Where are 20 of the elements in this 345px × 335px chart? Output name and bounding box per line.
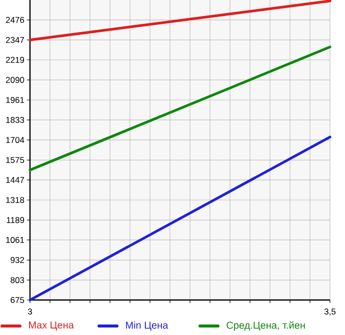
legend-label: Min Цена bbox=[126, 321, 168, 331]
y-tick-label: 2219 bbox=[6, 56, 24, 63]
y-tick-label: 1961 bbox=[6, 96, 24, 104]
legend-label: Max Цена bbox=[29, 322, 74, 330]
y-tick-label: 675 bbox=[10, 297, 24, 304]
y-tick-label: 2347 bbox=[6, 36, 24, 43]
y-tick-label: 2090 bbox=[6, 76, 24, 83]
y-tick-label: 932 bbox=[10, 257, 24, 264]
y-tick-label: 803 bbox=[10, 277, 24, 284]
y-tick-label: 2476 bbox=[6, 16, 24, 23]
y-tick-label: 1575 bbox=[6, 157, 24, 163]
y-tick-label: 1061 bbox=[6, 236, 24, 243]
y-tick-label: 1833 bbox=[6, 116, 24, 123]
y-tick-label: 1447 bbox=[6, 177, 24, 183]
y-tick-label: 1318 bbox=[6, 197, 24, 204]
y-tick-label: 1189 bbox=[6, 217, 24, 224]
y-tick-label: 1704 bbox=[6, 136, 24, 143]
x-tick-label: 3,5 bbox=[324, 308, 336, 316]
x-tick-label: 3 bbox=[28, 308, 32, 315]
legend-label: Сред.Цена, т.йен bbox=[226, 321, 305, 331]
